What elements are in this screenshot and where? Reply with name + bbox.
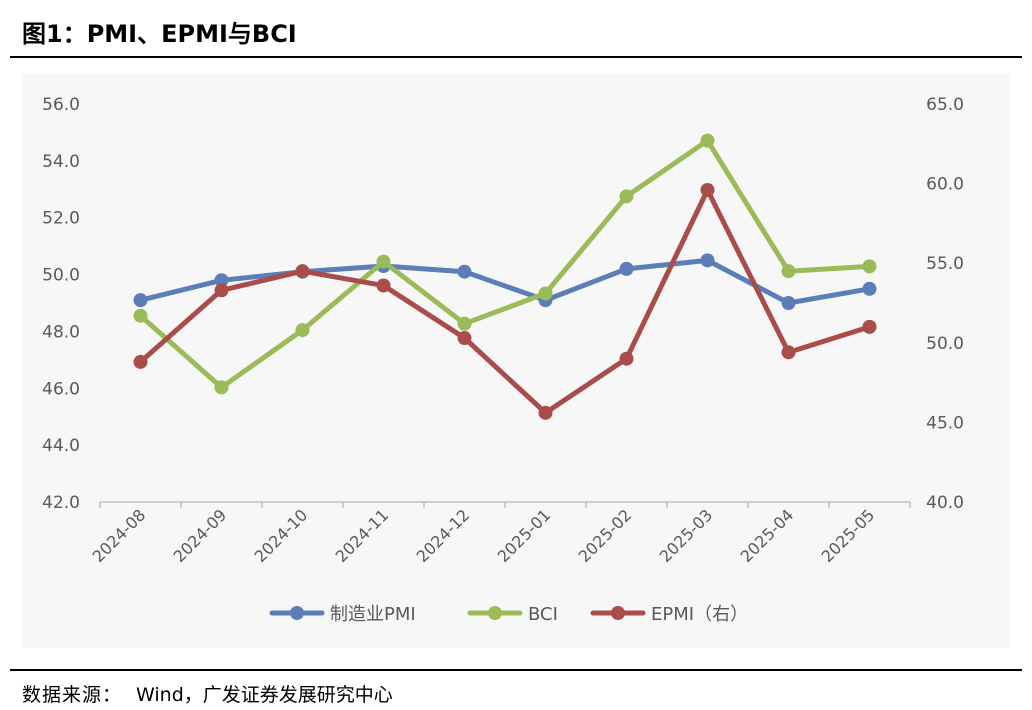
plot-background [22,74,1010,648]
data-point [538,405,553,420]
y-left-tick-label: 52.0 [42,209,80,229]
series-3 [133,182,877,420]
y-left-tick-label: 54.0 [42,152,80,172]
top-rule [10,56,1022,58]
figure-title: 图1：PMI、EPMI与BCI [22,20,297,48]
legend-swatch-marker [611,606,625,620]
y-right-tick-label: 50.0 [926,334,964,354]
data-point [781,264,796,279]
data-point [214,380,229,395]
y-left-tick-label: 46.0 [42,379,80,399]
y-right-tick-label: 45.0 [926,413,964,433]
series-line [138,138,872,390]
source-note: 数据来源： Wind，广发证券发展研究中心 [22,680,393,707]
series-group [133,133,877,420]
data-point [619,351,634,366]
data-point [700,182,715,197]
data-point [376,278,391,293]
legend-swatch-marker [488,606,502,620]
y-left-tick-label: 44.0 [42,436,80,456]
data-point [862,259,877,274]
source-value: Wind，广发证券发展研究中心 [136,684,393,706]
source-label: 数据来源： [22,684,123,706]
data-point [781,296,796,310]
y-right-tick-label: 65.0 [926,95,964,115]
data-point [457,264,472,279]
data-point [457,331,472,346]
data-point [862,319,877,334]
y-left-tick-label: 50.0 [42,266,80,286]
series-line [138,257,872,306]
data-point [214,283,229,298]
legend: 制造业PMI BCI EPMI（右） [269,604,748,625]
data-point [214,273,229,288]
data-point [538,286,553,301]
legend-swatch-marker [290,606,304,620]
data-point [295,323,310,338]
data-point [133,308,148,323]
legend-label: EPMI（右） [651,604,748,625]
chart-svg: 2024-08 2024-09 2024-10 2024-11 2024-12 2025-… [22,74,1010,648]
legend-label: BCI [528,604,558,625]
data-point [619,189,634,204]
data-point [700,133,715,148]
legend-item: 制造业PMI [269,604,416,625]
data-point [295,264,310,279]
data-point [133,293,148,308]
data-point [133,354,148,369]
legend-item: BCI [467,604,558,625]
data-point [376,254,391,269]
data-point [700,253,715,268]
series-line [138,187,872,416]
data-point [619,261,634,276]
legend-item: EPMI（右） [590,604,748,625]
y-left-tick-label: 56.0 [42,95,80,115]
bottom-rule [10,669,1022,671]
y-left-tick-label: 42.0 [42,493,80,513]
data-point [457,316,472,331]
y-right-tick-label: 60.0 [926,175,964,195]
data-point [781,345,796,360]
legend-label: 制造业PMI [330,604,416,625]
data-point [862,281,877,296]
chart-area: 2024-08 2024-09 2024-10 2024-11 2024-12 2025-… [10,60,1022,666]
y-right-tick-label: 55.0 [926,254,964,274]
series-2 [133,133,877,395]
y-left-tick-label: 48.0 [42,322,80,342]
y-right-tick-label: 40.0 [926,493,964,513]
